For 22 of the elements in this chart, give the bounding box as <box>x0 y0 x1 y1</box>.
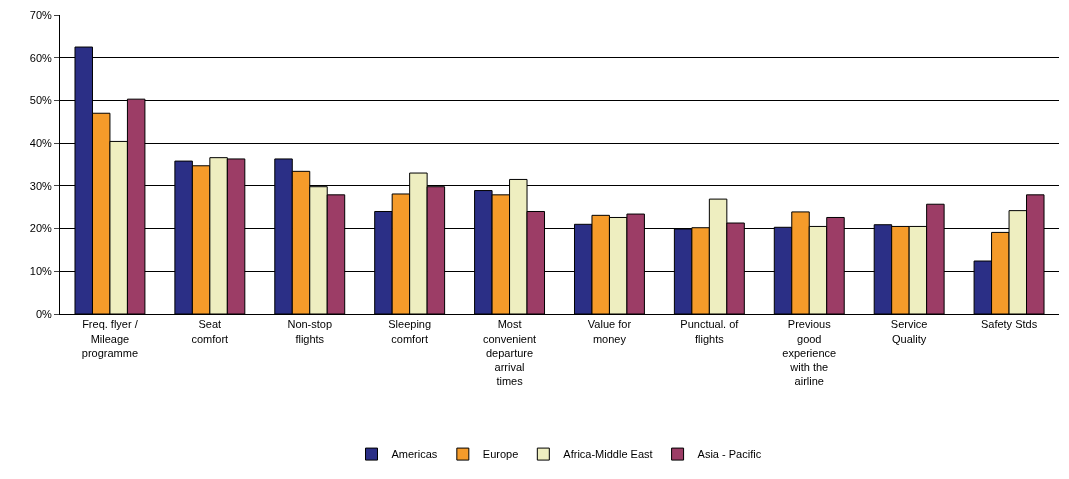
legend-label: Asia - Pacific <box>697 448 762 461</box>
x-tick-label: Most convenient departure arrival times <box>482 318 537 388</box>
x-tick-label: Freq. flyer / Mileage programme <box>81 318 139 359</box>
x-tick-label: Safety Stds <box>980 318 1038 331</box>
x-tick-label: Previous good experience with the airline <box>782 318 837 388</box>
x-tick-label: Punctual. of flights <box>680 318 740 345</box>
y-tick-label: 0% <box>35 307 53 320</box>
legend-label: Europe <box>482 448 519 461</box>
x-tick-label: Value for money <box>587 318 632 345</box>
legend-label: Americas <box>391 448 438 461</box>
y-tick-label: 40% <box>29 136 52 149</box>
y-tick-label: 10% <box>29 265 52 278</box>
y-tick-label: 50% <box>29 94 52 107</box>
x-tick-label: Seat comfort <box>191 318 229 345</box>
x-tick-label: Non-stop flights <box>287 318 333 345</box>
x-tick-label: Service Quality <box>890 318 928 345</box>
x-tick-label: Sleeping comfort <box>388 318 432 345</box>
y-tick-label: 70% <box>29 8 52 21</box>
y-tick-label: 30% <box>29 179 52 192</box>
legend-label: Africa-Middle East <box>563 448 653 461</box>
y-tick-label: 60% <box>29 51 52 64</box>
y-tick-label: 20% <box>29 222 52 235</box>
